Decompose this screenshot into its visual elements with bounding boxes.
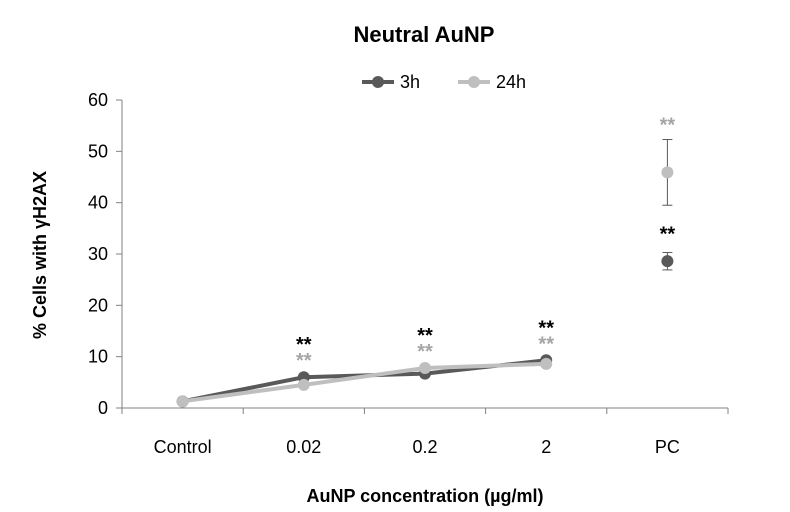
legend-label-3h: 3h	[400, 72, 420, 92]
y-tick-label: 50	[88, 141, 108, 161]
significance-label: **	[538, 333, 554, 355]
data-point-3h	[661, 255, 674, 268]
y-tick-label: 30	[88, 244, 108, 264]
plot-area: **** **** ********	[176, 115, 676, 408]
significance-label: **	[660, 223, 676, 245]
x-tick-label: PC	[655, 437, 680, 457]
y-tick-label: 10	[88, 347, 108, 367]
x-tick-label: 0.2	[412, 437, 437, 457]
data-point-24h	[176, 395, 189, 408]
series-line-24h	[182, 361, 547, 404]
data-point-24h	[661, 166, 674, 179]
significance-label: **	[660, 115, 676, 137]
data-point-24h	[540, 357, 553, 370]
y-tick-label: 0	[98, 398, 108, 418]
significance-label: **	[417, 341, 433, 363]
significance-label: **	[296, 334, 312, 356]
y-tick-label: 40	[88, 193, 108, 213]
data-point-24h	[419, 361, 431, 374]
significance-label: **	[296, 350, 312, 372]
data-point-24h	[297, 378, 310, 391]
x-axis-title: AuNP concentration (µg/ml)	[306, 486, 543, 506]
legend: 3h 24h	[362, 72, 526, 92]
y-tick-label: 60	[88, 90, 108, 110]
significance-label: **	[417, 325, 433, 347]
y-axis-title: % Cells with γH2AX	[30, 171, 50, 339]
x-tick-label: 2	[541, 437, 551, 457]
x-tick-label: 0.02	[286, 437, 321, 457]
legend-swatch-marker	[468, 76, 480, 88]
legend-label-24h: 24h	[496, 72, 526, 92]
y-tick-label: 20	[88, 295, 108, 315]
legend-swatch-marker	[372, 76, 384, 88]
significance-label: **	[538, 317, 554, 339]
x-tick-label: Control	[154, 437, 212, 457]
chart-title: Neutral AuNP	[354, 22, 495, 47]
axes: 0 10 20 30 40 50 60 Control 0.02 0.2 2 PC	[88, 90, 729, 457]
